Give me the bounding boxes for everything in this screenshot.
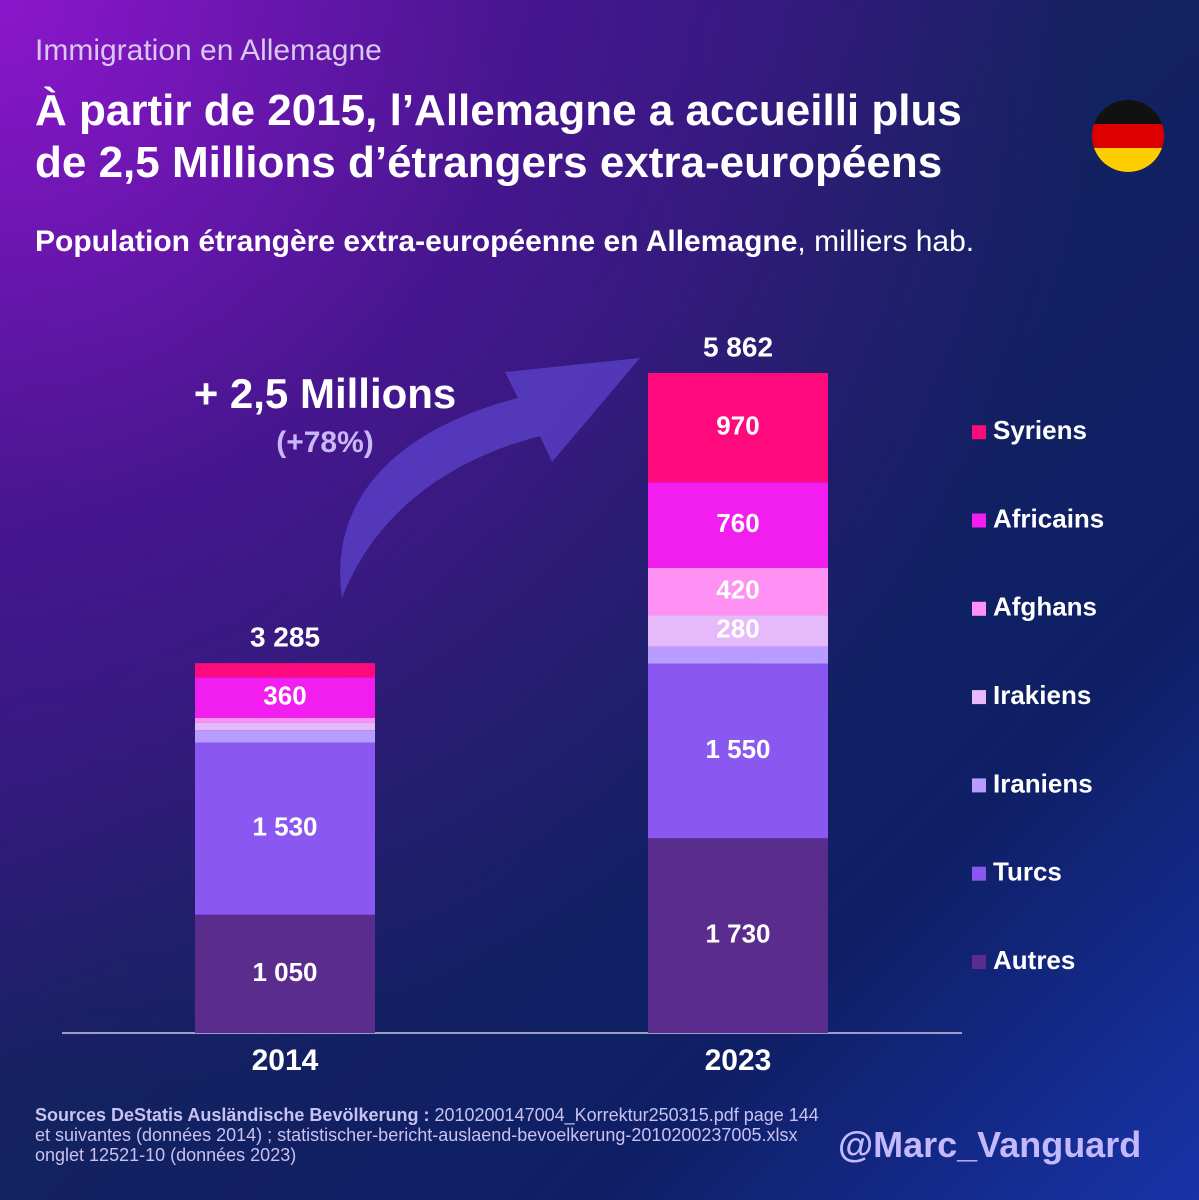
value-label: 360 — [263, 680, 306, 710]
legend-swatch — [972, 778, 986, 793]
bar-segment — [648, 482, 828, 568]
legend-swatch — [972, 601, 986, 616]
bar-segment — [195, 663, 375, 678]
bar-segment — [195, 717, 375, 723]
legend-label: Irakiens — [993, 680, 1091, 710]
total-label: 5 862 — [703, 331, 773, 362]
value-label: 970 — [716, 410, 759, 440]
legend-label: Turcs — [993, 857, 1062, 887]
value-label: 1 050 — [252, 957, 317, 987]
legend-swatch — [972, 513, 986, 528]
source-label: Sources DeStatis Ausländische Bevölkerun… — [35, 1105, 430, 1125]
bar-segment — [195, 722, 375, 731]
legend-label: Afghans — [993, 592, 1097, 622]
legend-label: Autres — [993, 945, 1075, 975]
title: de 2,5 Millions d’étrangers extra-europé… — [35, 138, 943, 187]
title: À partir de 2015, l’Allemagne a accueill… — [35, 86, 962, 135]
legend-swatch — [972, 866, 986, 881]
legend-swatch — [972, 690, 986, 705]
value-label: 1 550 — [705, 734, 770, 764]
subtitle-main: Population étrangère extra-européenne en… — [35, 225, 798, 258]
bar-segment — [648, 663, 828, 839]
bar-segment — [195, 730, 375, 743]
bar-segment — [648, 838, 828, 1033]
value-label: 1 530 — [252, 812, 317, 842]
legend-swatch — [972, 425, 986, 440]
growth-arrow — [340, 358, 640, 598]
legend-label: Africains — [993, 503, 1104, 533]
bar-segment — [195, 742, 375, 915]
total-label: 3 285 — [250, 622, 320, 653]
annotation: + 2,5 Millions — [194, 370, 457, 417]
legend-label: Syriens — [993, 415, 1087, 445]
kicker: Immigration en Allemagne — [35, 34, 382, 67]
legend-label: Iraniens — [993, 768, 1093, 798]
source: Sources DeStatis Ausländische Bevölkerun… — [35, 1105, 835, 1165]
value-label: 420 — [716, 574, 759, 604]
value-label: 280 — [716, 614, 759, 644]
value-label: 760 — [716, 508, 759, 538]
bar-segment — [195, 677, 375, 718]
bar-segment — [648, 373, 828, 483]
x-tick-label: 2014 — [252, 1044, 319, 1077]
subtitle: Population étrangère extra-européenne en… — [35, 225, 974, 259]
bar-segment — [648, 646, 828, 664]
bar-segment — [195, 914, 375, 1033]
credit: @Marc_Vanguard — [838, 1124, 1142, 1165]
legend-swatch — [972, 955, 986, 969]
german-flag — [1092, 100, 1164, 172]
subtitle-unit: , milliers hab. — [797, 225, 975, 258]
annotation-sub: (+78%) — [276, 426, 374, 459]
value-label: 1 730 — [705, 918, 770, 948]
bar-segment — [648, 567, 828, 616]
x-tick-label: 2023 — [705, 1044, 772, 1077]
source-text: 2010200147004_Korrektur250315.pdf page 1… — [35, 1105, 819, 1166]
bar-segment — [648, 615, 828, 647]
